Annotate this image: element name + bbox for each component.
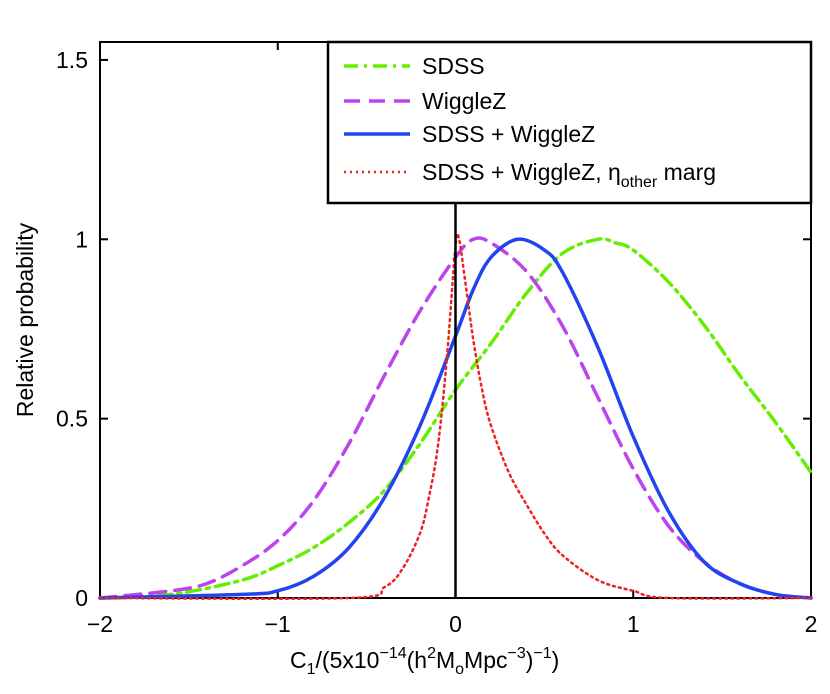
x-tick-label: 0 bbox=[449, 611, 462, 637]
legend-label: SDSS + WiggleZ bbox=[422, 121, 595, 147]
x-tick-label: −2 bbox=[87, 611, 113, 637]
legend-label: SDSS + WiggleZ, ηother marg bbox=[422, 159, 716, 191]
legend-item-combined: SDSS + WiggleZ bbox=[344, 121, 595, 147]
legend-label: SDSS bbox=[422, 53, 485, 79]
legend-item-combined-marg: SDSS + WiggleZ, ηother marg bbox=[344, 159, 716, 191]
legend-item-sdss: SDSS bbox=[344, 53, 485, 79]
y-axis-label: Relative probability bbox=[12, 222, 38, 417]
combined-marg-curve bbox=[98, 232, 813, 601]
y-tick-label: 1.5 bbox=[56, 47, 88, 73]
legend-label: WiggleZ bbox=[422, 88, 506, 114]
y-tick-label: 1 bbox=[75, 226, 88, 252]
legend-box bbox=[326, 40, 813, 205]
legend-item-wigglez: WiggleZ bbox=[344, 88, 506, 114]
wigglez-curve bbox=[98, 236, 813, 600]
x-tick-label: 1 bbox=[627, 611, 640, 637]
x-axis-label: C1/(5x10−14(h2MoMpc−3)−1) bbox=[290, 645, 559, 678]
series-curves bbox=[98, 232, 813, 601]
x-tick-label: −1 bbox=[265, 611, 291, 637]
sdss-curve bbox=[98, 237, 813, 600]
y-tick-label: 0 bbox=[75, 585, 88, 611]
x-tick-label: 2 bbox=[805, 611, 818, 637]
combined-curve bbox=[98, 237, 813, 600]
legend: SDSS WiggleZ SDSS + WiggleZ SDSS + WiggleZ,… bbox=[326, 40, 813, 205]
y-tick-label: 0.5 bbox=[56, 406, 88, 432]
